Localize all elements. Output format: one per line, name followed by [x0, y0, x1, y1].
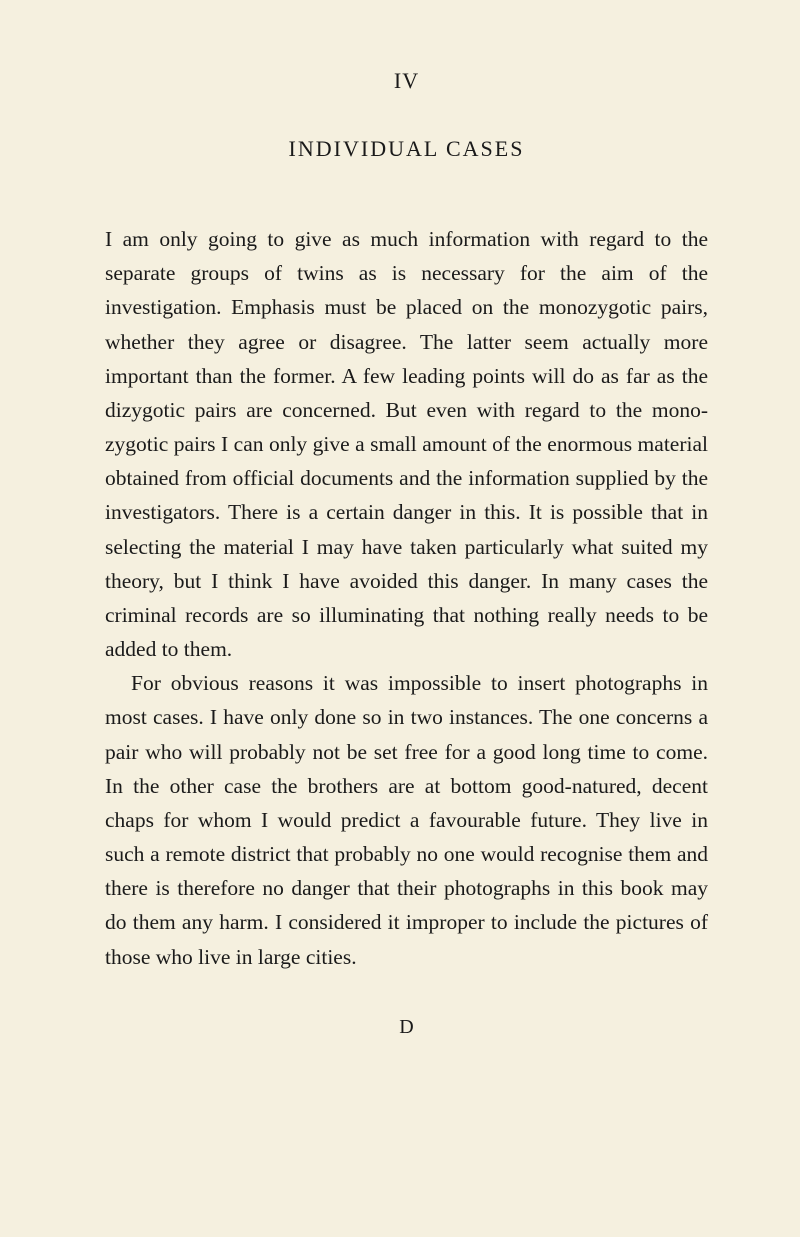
body-paragraph-2: For obvious reasons it was impossible to… — [105, 666, 708, 974]
body-paragraph-1: I am only going to give as much informat… — [105, 222, 708, 666]
chapter-title: INDIVIDUAL CASES — [105, 136, 708, 162]
signature-mark: D — [105, 1016, 708, 1039]
chapter-number: IV — [105, 68, 708, 94]
